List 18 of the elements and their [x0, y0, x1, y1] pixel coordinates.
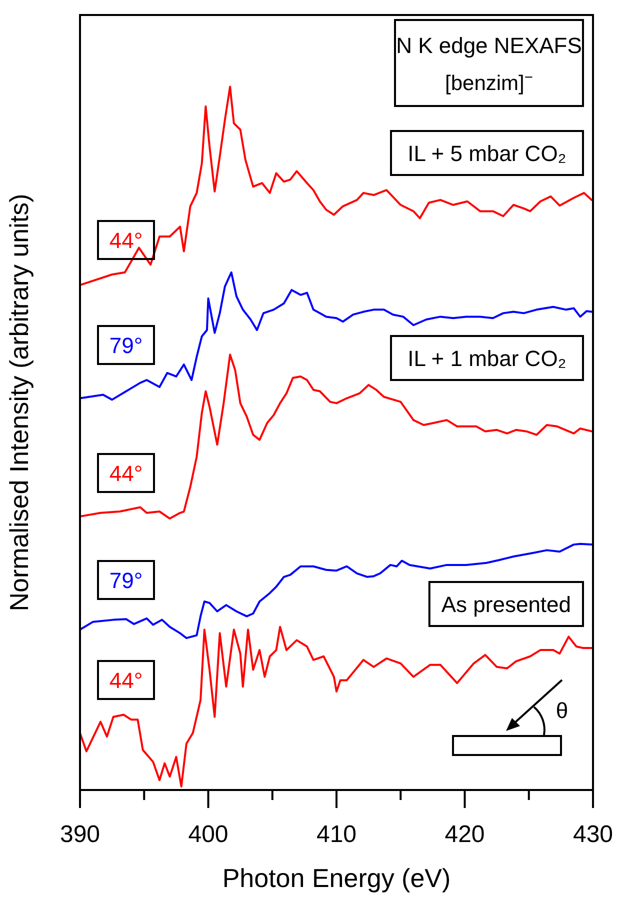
x-tick-label: 410 — [316, 821, 357, 848]
series-label: 44° — [109, 461, 143, 486]
series-label: 79° — [109, 333, 143, 358]
annotation: IL + 5 mbar CO₂ — [408, 141, 566, 166]
series-label: 79° — [109, 568, 143, 593]
annotation: As presented — [441, 592, 572, 617]
annotation: θ — [556, 698, 568, 723]
x-tick-label: 400 — [188, 821, 228, 848]
x-tick-label: 420 — [444, 821, 485, 848]
annotation: IL + 1 mbar CO₂ — [408, 346, 566, 371]
y-axis-title: Normalised Intensity (arbitrary units) — [4, 194, 34, 612]
x-tick-label: 430 — [572, 821, 614, 848]
x-tick-label: 390 — [60, 821, 100, 848]
series-label: 44° — [109, 668, 143, 693]
chart-subtitle: [benzim]$^{−}$ — [445, 70, 533, 95]
x-axis-title: Photon Energy (eV) — [222, 863, 451, 893]
series-label: 44° — [109, 228, 143, 253]
chart-title: N K edge NEXAFS — [396, 33, 582, 58]
